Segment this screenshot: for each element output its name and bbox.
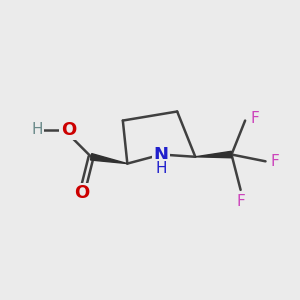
Text: H: H — [156, 160, 167, 175]
Text: O: O — [74, 184, 90, 202]
Text: F: F — [236, 194, 245, 209]
Text: H: H — [31, 122, 43, 137]
Polygon shape — [91, 154, 128, 164]
Text: F: F — [271, 154, 280, 169]
Polygon shape — [195, 151, 232, 158]
Text: N: N — [154, 146, 169, 164]
Text: O: O — [61, 121, 76, 139]
Text: F: F — [250, 111, 259, 126]
